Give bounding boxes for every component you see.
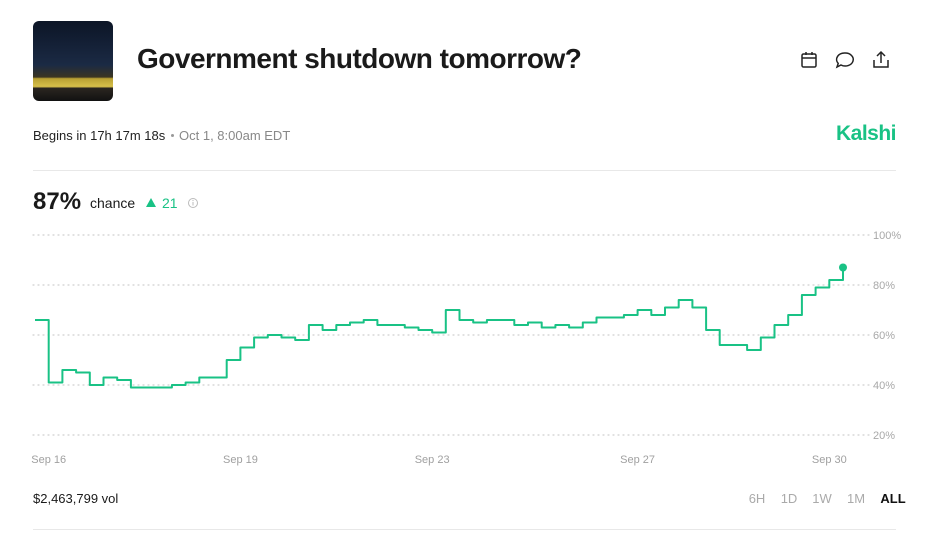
divider [33,529,896,530]
x-tick-label: Sep 30 [812,454,847,466]
range-button[interactable]: 1M [846,491,866,506]
y-tick-label: 80% [873,280,895,292]
brand[interactable]: Kalshi [835,122,897,145]
range-button[interactable]: ALL [880,491,906,506]
range-button[interactable]: 1W [812,491,832,506]
last-point [839,263,847,272]
share-icon[interactable] [873,50,889,68]
calendar-icon[interactable] [801,52,817,68]
y-tick-label: 20% [873,430,895,442]
market-title: Government shutdown tomorrow? [137,43,582,74]
separator [171,134,174,137]
volume: $2,463,799 vol [33,491,119,506]
price-line [35,267,844,389]
market-image [33,21,113,101]
range-button[interactable]: 1D [780,491,798,506]
toolbar [801,50,889,69]
probability: 87% [33,188,82,215]
comment-icon[interactable] [835,52,854,69]
y-tick-label: 40% [873,380,895,392]
x-tick-label: Sep 16 [31,454,66,466]
x-tick-label: Sep 23 [415,454,450,466]
divider [33,170,896,171]
begins-in: Begins in 17h 17m 18s [33,128,166,143]
schedule: Oct 1, 8:00am EDT [179,128,291,143]
info-icon[interactable] [187,197,199,209]
x-tick-label: Sep 19 [223,454,258,466]
chart: 20% 40% 60% 80% 100% Sep 16 Sep 19 Sep 23 Sep 27… [31,230,901,466]
y-tick-label: 100% [873,230,901,242]
caption: chance [90,195,136,211]
up-arrow [146,198,156,207]
change: 21 [162,195,178,211]
x-tick-label: Sep 27 [620,454,655,466]
y-tick-label: 60% [873,330,895,342]
range-button[interactable]: 6H [748,491,766,506]
